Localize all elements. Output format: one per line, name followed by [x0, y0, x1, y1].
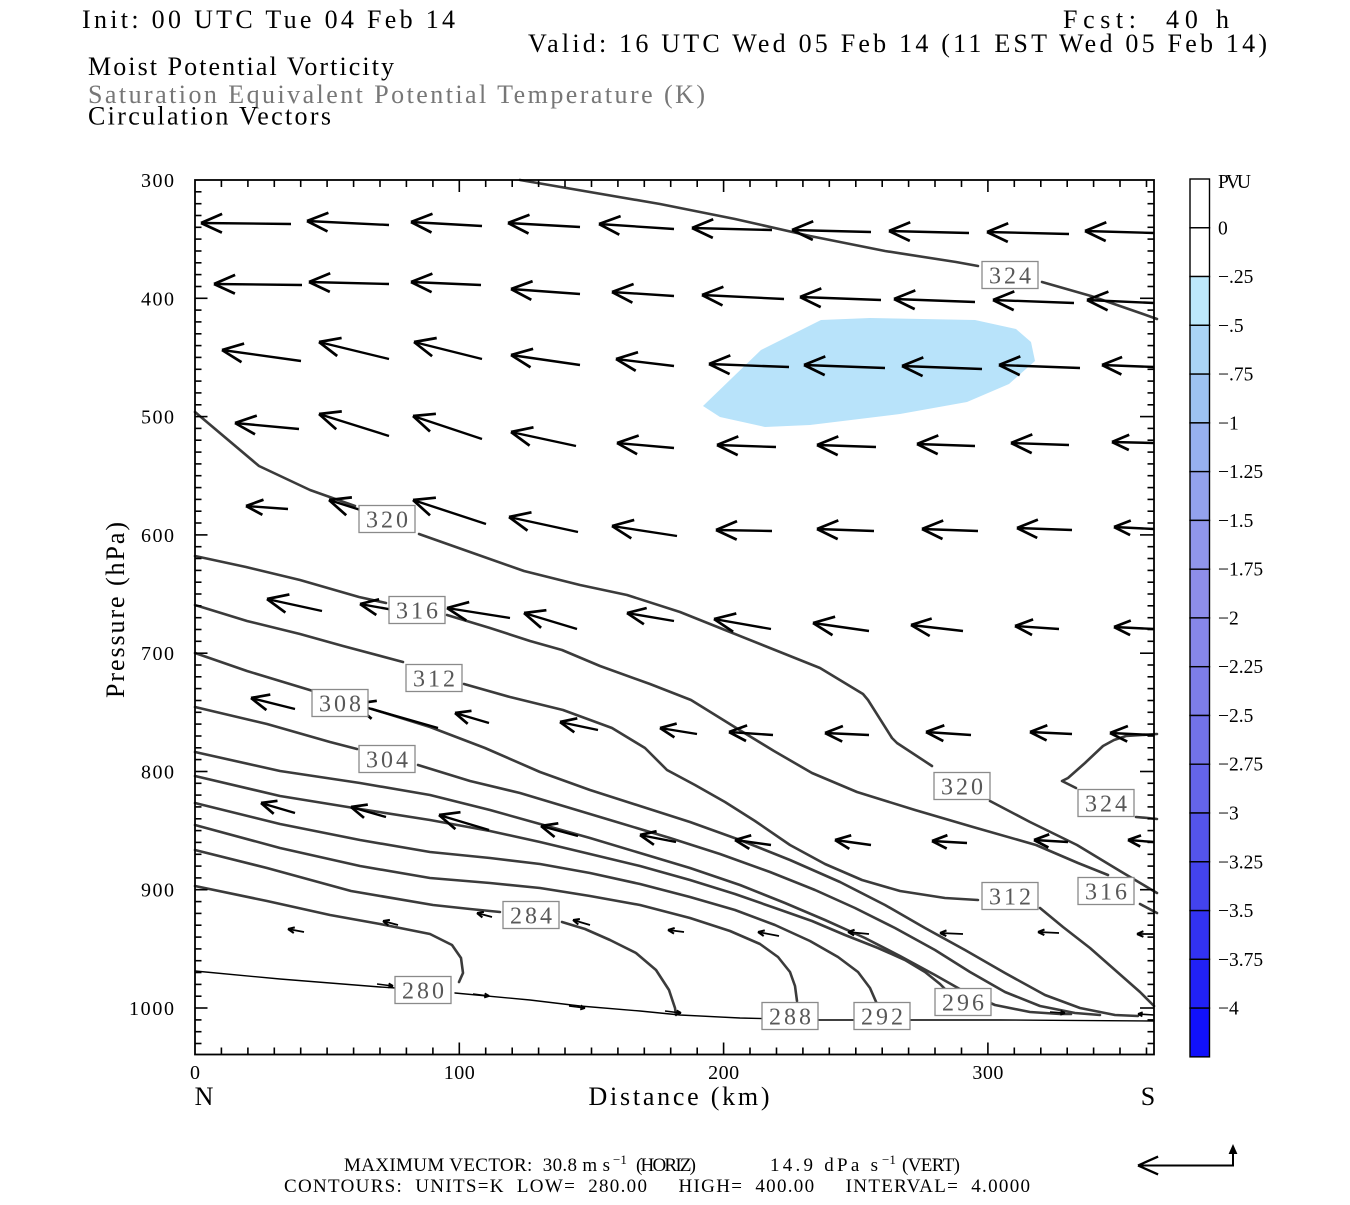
svg-text:−1.75: −1.75	[1218, 560, 1263, 581]
svg-text:−.5: −.5	[1218, 316, 1244, 337]
svg-text:−.75: −.75	[1218, 365, 1253, 386]
svg-text:200: 200	[708, 1062, 739, 1084]
svg-text:296: 296	[942, 991, 984, 1017]
svg-text:284: 284	[510, 904, 552, 930]
svg-text:CONTOURS: UNITS=K LOW= 280.: CONTOURS: UNITS=K LOW= 280.00 HIGH= 400.…	[284, 1176, 1030, 1197]
svg-text:316: 316	[1085, 880, 1127, 906]
svg-text:S: S	[1141, 1082, 1155, 1111]
svg-text:900: 900	[141, 880, 174, 902]
svg-text:−2.75: −2.75	[1218, 755, 1263, 776]
svg-text:−2.5: −2.5	[1218, 706, 1253, 727]
svg-text:320: 320	[941, 775, 983, 801]
svg-text:Saturation Equivalent Potentia: Saturation Equivalent Potential Temperat…	[88, 80, 705, 109]
svg-text:400: 400	[141, 288, 174, 310]
svg-text:Moist Potential Vorticity: Moist Potential Vorticity	[88, 52, 394, 81]
svg-text:288: 288	[769, 1005, 811, 1031]
svg-text:(VERT): (VERT)	[902, 1155, 960, 1176]
svg-text:600: 600	[141, 525, 174, 547]
svg-text:300: 300	[141, 170, 174, 192]
svg-text:700: 700	[141, 643, 174, 665]
svg-text:−3.75: −3.75	[1218, 950, 1263, 971]
svg-text:−3: −3	[1218, 804, 1239, 825]
svg-text:292: 292	[861, 1005, 903, 1031]
svg-text:−.25: −.25	[1218, 267, 1253, 288]
svg-text:−1: −1	[613, 1152, 627, 1167]
svg-text:1000: 1000	[129, 998, 174, 1020]
svg-text:Pressure (hPa): Pressure (hPa)	[101, 522, 130, 698]
svg-text:MAXIMUM VECTOR: 30.8 m s: MAXIMUM VECTOR: 30.8 m s	[344, 1155, 610, 1176]
svg-text:280: 280	[402, 979, 444, 1005]
svg-text:40 h: 40 h	[1166, 5, 1229, 34]
svg-text:−3.25: −3.25	[1218, 852, 1263, 873]
svg-text:−1.25: −1.25	[1218, 462, 1263, 483]
svg-text:312: 312	[989, 885, 1031, 911]
svg-text:100: 100	[444, 1062, 475, 1084]
svg-text:Circulation Vectors: Circulation Vectors	[88, 102, 331, 131]
svg-text:320: 320	[366, 508, 408, 534]
svg-text:500: 500	[141, 407, 174, 429]
svg-text:Init: 00 UTC Tue 04 Feb 14: Init: 00 UTC Tue 04 Feb 14	[82, 5, 455, 34]
svg-text:324: 324	[1085, 792, 1127, 818]
svg-text:800: 800	[141, 762, 174, 784]
svg-text:312: 312	[413, 667, 455, 693]
svg-text:0: 0	[1218, 218, 1228, 239]
svg-text:−4: −4	[1218, 999, 1239, 1020]
svg-text:−2.25: −2.25	[1218, 657, 1263, 678]
svg-text:316: 316	[396, 599, 438, 625]
svg-text:0: 0	[190, 1062, 200, 1084]
svg-text:−1: −1	[882, 1152, 896, 1167]
svg-text:N: N	[195, 1082, 214, 1111]
svg-text:−3.5: −3.5	[1218, 901, 1253, 922]
svg-text:304: 304	[366, 748, 408, 774]
svg-text:300: 300	[972, 1062, 1003, 1084]
svg-text:14.9 dPa s: 14.9 dPa s	[770, 1155, 878, 1176]
svg-text:Distance (km): Distance (km)	[589, 1082, 770, 1111]
svg-text:(HORIZ): (HORIZ)	[636, 1155, 696, 1176]
svg-text:−1: −1	[1218, 413, 1239, 434]
svg-text:PVU: PVU	[1218, 172, 1251, 193]
svg-text:324: 324	[989, 264, 1031, 290]
svg-text:−1.5: −1.5	[1218, 511, 1253, 532]
svg-text:−2: −2	[1218, 608, 1239, 629]
svg-text:308: 308	[319, 692, 361, 718]
